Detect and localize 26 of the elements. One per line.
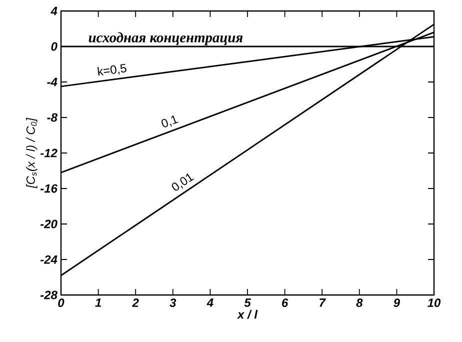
x-tick-label: 6 bbox=[282, 298, 288, 308]
x-tick-label: 7 bbox=[320, 298, 326, 307]
y-tick-label: 4 bbox=[50, 6, 58, 16]
x-tick-label: 3 bbox=[170, 298, 176, 308]
text: 0,01 bbox=[172, 174, 194, 191]
x-tick-label: 0 bbox=[58, 298, 64, 308]
text: 0,1 bbox=[162, 115, 178, 128]
y-tick-label: -4 bbox=[47, 78, 58, 86]
x-axis-title: x / l bbox=[236, 310, 258, 319]
y-tick-label: -24 bbox=[40, 255, 58, 264]
x-tick-label: 1 bbox=[95, 298, 101, 307]
text: k=0,5 bbox=[97, 64, 126, 76]
y-tick-label: -16 bbox=[40, 184, 58, 193]
x-tick-label: 5 bbox=[244, 298, 251, 307]
ref-line-label: исходная концентрация bbox=[88, 32, 243, 46]
y-tick-label: -20 bbox=[40, 220, 58, 228]
x-tick-label: 10 bbox=[428, 298, 441, 308]
y-tick-label: -28 bbox=[40, 290, 58, 300]
x-tick-label: 2 bbox=[132, 298, 139, 307]
y-axis-title: [C$_{s}$(x / l) / C$_{0}$] bbox=[26, 118, 38, 188]
y-tick-label: -12 bbox=[40, 148, 58, 158]
x-tick-label: 9 bbox=[394, 298, 400, 308]
y-tick-label: 0 bbox=[51, 42, 58, 51]
y-tick-label: -8 bbox=[47, 113, 58, 122]
x-tick-label: 8 bbox=[356, 298, 363, 308]
x-tick-label: 4 bbox=[206, 298, 214, 307]
